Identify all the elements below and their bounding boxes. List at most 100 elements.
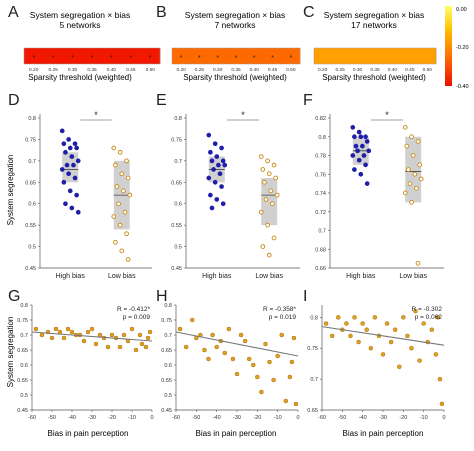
panel-label-h: H [156, 288, 168, 305]
data-point [214, 154, 220, 159]
heatmap-cell [331, 48, 350, 64]
stat-annotation: p = 0.009 [123, 314, 151, 321]
data-point [355, 148, 360, 154]
heatmap-title: System segregation × bias [324, 10, 424, 20]
colorbar-max-label: 0.00 [456, 7, 467, 13]
y-tick-label: 0.8 [20, 303, 28, 309]
panel-label-f: F [303, 92, 313, 109]
data-point [71, 162, 76, 168]
heatmap-tick-label: 0.35 [231, 67, 241, 73]
heatmap-strip: * * * * * * * 0.20 0.25 0.30 0.35 0.40 0.45 0.50 [23, 47, 161, 73]
data-point [75, 209, 81, 215]
heatmap-cell [366, 48, 385, 64]
significance-star: * [289, 55, 292, 62]
significance-star: * [235, 55, 238, 62]
x-tick-label: -50 [338, 415, 346, 421]
data-point [81, 338, 87, 344]
panel-label-e: E [156, 92, 167, 109]
data-point [222, 162, 228, 168]
data-point [139, 341, 145, 347]
data-point [202, 347, 207, 353]
panel-label-g: G [8, 288, 21, 305]
data-point [265, 158, 270, 164]
data-point [413, 308, 418, 314]
ylabel-system-segregation: System segregation [6, 155, 15, 226]
x-tick-label: -10 [274, 415, 282, 421]
data-point [74, 192, 79, 198]
data-point [59, 167, 65, 172]
y-tick-label: 0.45 [161, 408, 172, 414]
data-point [271, 235, 277, 241]
y-tick-label: 0.8 [174, 116, 182, 122]
data-point [392, 327, 398, 332]
data-point [124, 158, 129, 164]
data-point [263, 341, 268, 347]
heatmap-cell [62, 48, 83, 64]
x-tick-label: 0 [150, 415, 153, 421]
heatmap-tick-label: 0.30 [353, 67, 363, 73]
data-point [111, 145, 117, 151]
heatmap-tick-label: 0.40 [250, 67, 260, 73]
data-point [75, 158, 81, 164]
data-point [259, 389, 264, 395]
heatmap-tick-label: 0.20 [29, 67, 39, 73]
data-point [72, 175, 78, 181]
data-point [117, 149, 123, 155]
data-point [289, 359, 295, 365]
data-point [143, 344, 149, 350]
data-point [230, 356, 236, 362]
data-point [273, 175, 278, 181]
y-tick-label: 0.7 [164, 333, 172, 339]
data-point [409, 345, 414, 351]
data-point [122, 209, 128, 215]
data-point [206, 175, 212, 181]
data-point [258, 209, 264, 215]
data-point [260, 167, 266, 172]
data-point [344, 321, 349, 326]
data-point [208, 149, 213, 155]
data-point [265, 222, 270, 228]
heatmap-cell [314, 48, 332, 64]
y-tick-label: 0.55 [25, 223, 36, 229]
x-tick-label: -10 [128, 415, 136, 421]
data-point [214, 197, 220, 202]
colorbar-mid-label: -0.20 [456, 45, 469, 51]
data-point [352, 315, 357, 320]
heatmap-cell [82, 48, 103, 64]
data-point [127, 192, 133, 198]
data-point [429, 327, 435, 332]
data-point [212, 179, 218, 185]
y-tick-label: 0.8 [318, 135, 326, 141]
data-point [409, 134, 414, 140]
data-point [414, 185, 419, 191]
box-quartile [405, 136, 422, 203]
data-point [255, 374, 260, 380]
data-point [410, 153, 416, 158]
heatmap-tick-label: 0.25 [195, 67, 205, 73]
data-point [39, 332, 45, 338]
y-tick-label: 0.8 [28, 116, 36, 122]
y-tick-label: 0.76 [315, 172, 326, 178]
data-point [353, 143, 359, 149]
y-tick-label: 0.8 [164, 303, 172, 309]
significance-star: * [271, 55, 274, 62]
x-tick-label: -10 [420, 415, 428, 421]
data-point [291, 335, 297, 341]
data-point [366, 148, 372, 154]
y-tick-label: 0.75 [161, 318, 172, 324]
data-point [67, 188, 73, 194]
data-point [119, 248, 125, 254]
y-tick-label: 0.6 [164, 363, 172, 369]
data-point [89, 326, 95, 332]
data-point [206, 356, 211, 362]
data-point [69, 205, 75, 211]
data-point [262, 179, 267, 185]
significance-star: * [385, 110, 389, 120]
significance-star: * [94, 110, 98, 120]
data-point [258, 154, 264, 159]
data-point [433, 352, 439, 357]
heatmap-cell [263, 48, 283, 64]
heatmap-subtitle: 5 networks [59, 20, 100, 30]
heatmap-xlabel: Sparsity threshold (weighted) [322, 73, 426, 82]
y-tick-label: 0.75 [25, 137, 36, 143]
